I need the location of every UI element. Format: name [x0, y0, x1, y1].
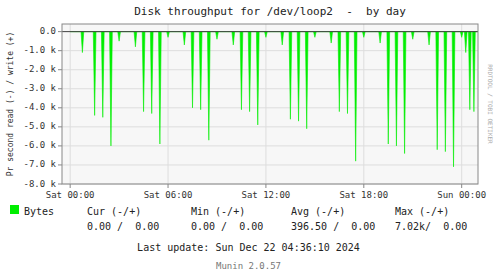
tick-label: Sat 00:00 [46, 190, 95, 200]
tick-mark [58, 88, 62, 89]
tick-mark [58, 50, 62, 51]
grid-line [461, 24, 462, 184]
footer-update: Last update: Sun Dec 22 04:36:10 2024 [137, 242, 360, 253]
area [70, 32, 478, 167]
tick-label: -7.0 k [23, 159, 56, 169]
plot-frame [62, 24, 478, 184]
grid-line [62, 164, 478, 165]
tick-label: -6.0 k [23, 140, 56, 150]
tick-mark [363, 184, 364, 188]
tick-label: -2.0 k [23, 64, 56, 74]
tick-label: Sat 12:00 [242, 190, 291, 200]
watermark: RRDTOOL / TOBI OETIKER [487, 64, 494, 144]
tick-label: -8.0 k [23, 179, 56, 189]
tick-mark [58, 126, 62, 127]
title: Disk throughput for /dev/loop2 - by day [134, 5, 406, 18]
tick-label: -4.0 k [23, 102, 56, 112]
tick-label: Sun 00:00 [437, 190, 486, 200]
footer-credit: Munin 2.0.57 [216, 261, 281, 271]
grid-line [62, 145, 478, 146]
grid-line [363, 24, 364, 184]
legend-value: 0.00 / 0.00 [87, 221, 159, 232]
tick-label: -1.0 k [23, 45, 56, 55]
grid-line [70, 24, 71, 184]
grid-line [62, 88, 478, 89]
tick-mark [265, 184, 266, 188]
legend-swatch [10, 205, 19, 214]
legend-header: Cur (-/+) [87, 206, 141, 217]
grid-line [62, 107, 478, 108]
tick-mark [58, 69, 62, 70]
tick-mark [58, 164, 62, 165]
legend-value: 0.00 / 0.00 [191, 221, 263, 232]
tick-mark [58, 107, 62, 108]
tick-label: Sat 18:00 [339, 190, 388, 200]
legend-value: 396.50 / 0.00 [291, 221, 375, 232]
grid-line [168, 24, 169, 184]
y-axis-label: Pr second read (-) / write (+) [6, 32, 15, 177]
grid-line [62, 126, 478, 127]
grid-line [62, 31, 478, 32]
legend-value: 7.02k/ 0.00 [395, 221, 467, 232]
legend-label: Bytes [24, 206, 54, 217]
tick-mark [58, 184, 62, 185]
tick-label: 0.0 [40, 26, 56, 36]
plot-area [62, 24, 478, 184]
tick-mark [58, 31, 62, 32]
legend-header: Min (-/+) [191, 206, 245, 217]
grid [62, 24, 478, 184]
legend-header: Max (-/+) [395, 206, 449, 217]
tick-mark [168, 184, 169, 188]
grid-line [62, 50, 478, 51]
tick-mark [461, 184, 462, 188]
series-group [70, 32, 478, 167]
chart: Disk throughput for /dev/loop2 - by day P… [0, 0, 497, 275]
legend-header: Avg (-/+) [291, 206, 345, 217]
tick-mark [58, 145, 62, 146]
grid-line [62, 69, 478, 70]
tick-label: Sat 06:00 [144, 190, 193, 200]
tick-label: -5.0 k [23, 121, 56, 131]
grid-line [265, 24, 266, 184]
tick-label: -3.0 k [23, 83, 56, 93]
zero-line [62, 31, 478, 32]
tick-mark [70, 184, 71, 188]
